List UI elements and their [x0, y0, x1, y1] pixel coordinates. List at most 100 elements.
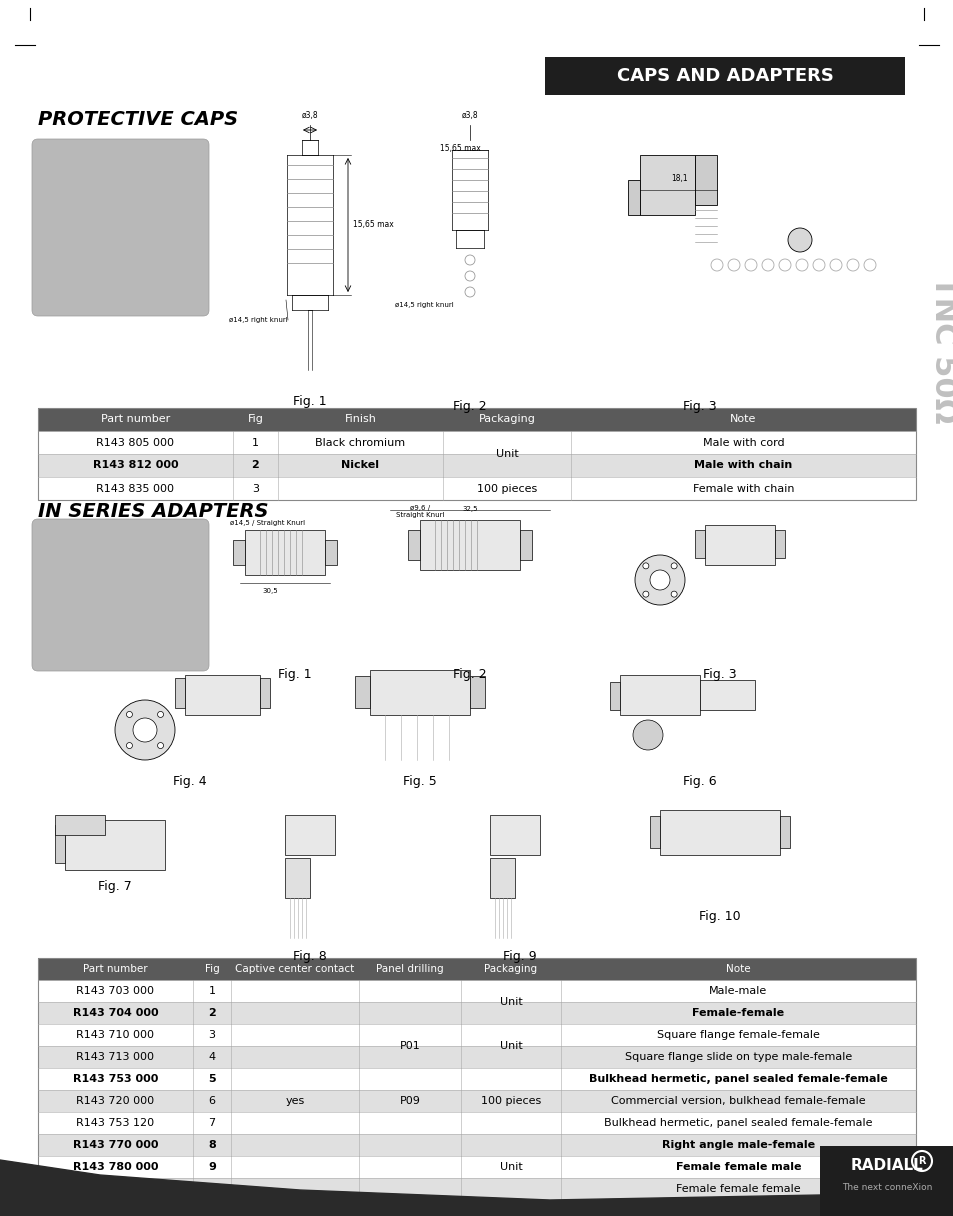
Circle shape	[642, 591, 648, 597]
Bar	[639, 154, 695, 215]
Bar	[774, 530, 784, 558]
Text: Bulkhead hermetic, panel sealed female-female: Bulkhead hermetic, panel sealed female-f…	[589, 1074, 887, 1083]
Bar	[233, 540, 245, 565]
Bar	[355, 676, 370, 708]
Text: Finish: Finish	[344, 415, 376, 424]
Text: Fig. 10: Fig. 10	[699, 910, 740, 923]
Text: 1: 1	[209, 986, 215, 996]
Text: 4: 4	[208, 1052, 215, 1062]
Bar	[38, 409, 915, 430]
Bar	[65, 820, 165, 869]
Bar	[619, 675, 700, 715]
Bar	[659, 810, 780, 855]
Bar	[245, 530, 325, 575]
Bar	[544, 57, 904, 95]
Bar	[38, 430, 915, 454]
Text: RADIALL: RADIALL	[850, 1159, 923, 1173]
Text: 30,5: 30,5	[262, 589, 277, 593]
Text: Female with chain: Female with chain	[692, 484, 794, 494]
Text: 5: 5	[208, 1074, 215, 1083]
Text: Part number: Part number	[101, 415, 170, 424]
Text: Fig. 4: Fig. 4	[173, 775, 207, 788]
Text: R143 703 000: R143 703 000	[76, 986, 154, 996]
Text: 2: 2	[252, 461, 259, 471]
FancyBboxPatch shape	[32, 519, 209, 671]
Bar	[519, 530, 532, 561]
Bar	[700, 680, 754, 710]
Text: Fig. 5: Fig. 5	[403, 775, 436, 788]
Text: R143 720 000: R143 720 000	[76, 1096, 154, 1107]
Text: 15,65 max: 15,65 max	[353, 220, 394, 230]
Circle shape	[157, 711, 163, 717]
Bar	[55, 824, 65, 863]
Text: R143 812 000: R143 812 000	[92, 461, 178, 471]
Text: R143 835 000: R143 835 000	[96, 484, 174, 494]
Text: Female female male: Female female male	[675, 1162, 801, 1172]
FancyBboxPatch shape	[32, 139, 209, 316]
Text: Bulkhead hermetic, panel sealed female-female: Bulkhead hermetic, panel sealed female-f…	[603, 1118, 872, 1128]
Text: 8: 8	[208, 1141, 215, 1150]
Circle shape	[649, 570, 669, 590]
Bar	[470, 676, 484, 708]
Text: Square flange slide on type male-female: Square flange slide on type male-female	[624, 1052, 851, 1062]
Text: P09: P09	[399, 1096, 420, 1107]
Polygon shape	[0, 1160, 820, 1216]
Bar	[285, 815, 335, 855]
Text: Unit: Unit	[499, 1041, 522, 1051]
Text: P01: P01	[399, 1041, 420, 1051]
Bar	[780, 816, 789, 848]
Text: Nickel: Nickel	[341, 461, 379, 471]
Bar	[38, 409, 915, 500]
Bar	[704, 525, 774, 565]
Bar	[260, 679, 270, 708]
Text: ø14,5 / Straight Knurl: ø14,5 / Straight Knurl	[230, 520, 305, 527]
Circle shape	[633, 720, 662, 750]
Text: Fig. 3: Fig. 3	[702, 668, 736, 681]
Text: ø9,6 /
Straight Knurl: ø9,6 / Straight Knurl	[395, 505, 444, 518]
Bar	[38, 1111, 915, 1135]
Circle shape	[127, 743, 132, 749]
Circle shape	[132, 717, 157, 742]
Bar	[370, 670, 470, 715]
Text: Fig. 7: Fig. 7	[98, 880, 132, 893]
Text: CAPS AND ADAPTERS: CAPS AND ADAPTERS	[616, 67, 833, 85]
Bar	[38, 1046, 915, 1068]
Text: R143 805 000: R143 805 000	[96, 438, 174, 447]
Bar	[695, 154, 717, 206]
Text: Unit: Unit	[496, 449, 517, 458]
Text: R143 780 000: R143 780 000	[72, 1162, 158, 1172]
Text: 3: 3	[209, 1030, 215, 1040]
Text: R143 713 000: R143 713 000	[76, 1052, 154, 1062]
Bar	[285, 858, 310, 897]
Circle shape	[115, 700, 174, 760]
Text: Unit: Unit	[499, 1162, 522, 1172]
Bar	[38, 1090, 915, 1111]
Text: Fig. 6: Fig. 6	[682, 775, 716, 788]
Text: 100 pieces: 100 pieces	[480, 1096, 540, 1107]
Text: Packaging: Packaging	[478, 415, 535, 424]
Bar	[649, 816, 659, 848]
Bar	[490, 858, 515, 897]
Text: R143 782 000: R143 782 000	[76, 1184, 154, 1194]
Bar	[38, 1002, 915, 1024]
Text: 11-13: 11-13	[872, 1205, 904, 1215]
Circle shape	[157, 743, 163, 749]
Text: Fig. 1: Fig. 1	[293, 395, 327, 409]
Bar	[419, 520, 519, 570]
Text: 1: 1	[252, 438, 258, 447]
Bar	[38, 980, 915, 1002]
Text: IN SERIES ADAPTERS: IN SERIES ADAPTERS	[38, 502, 268, 520]
Text: Male with cord: Male with cord	[702, 438, 783, 447]
Text: Fig: Fig	[204, 964, 219, 974]
Text: Male-male: Male-male	[709, 986, 767, 996]
Text: Part number: Part number	[83, 964, 148, 974]
Polygon shape	[0, 1186, 820, 1216]
Bar	[490, 815, 539, 855]
Text: 15,65 max: 15,65 max	[439, 143, 480, 152]
Text: Fig. 1: Fig. 1	[278, 668, 312, 681]
Bar	[38, 958, 915, 980]
Text: 2: 2	[208, 1008, 215, 1018]
Bar	[609, 682, 619, 710]
Text: Note: Note	[730, 415, 756, 424]
Bar	[820, 1145, 953, 1216]
